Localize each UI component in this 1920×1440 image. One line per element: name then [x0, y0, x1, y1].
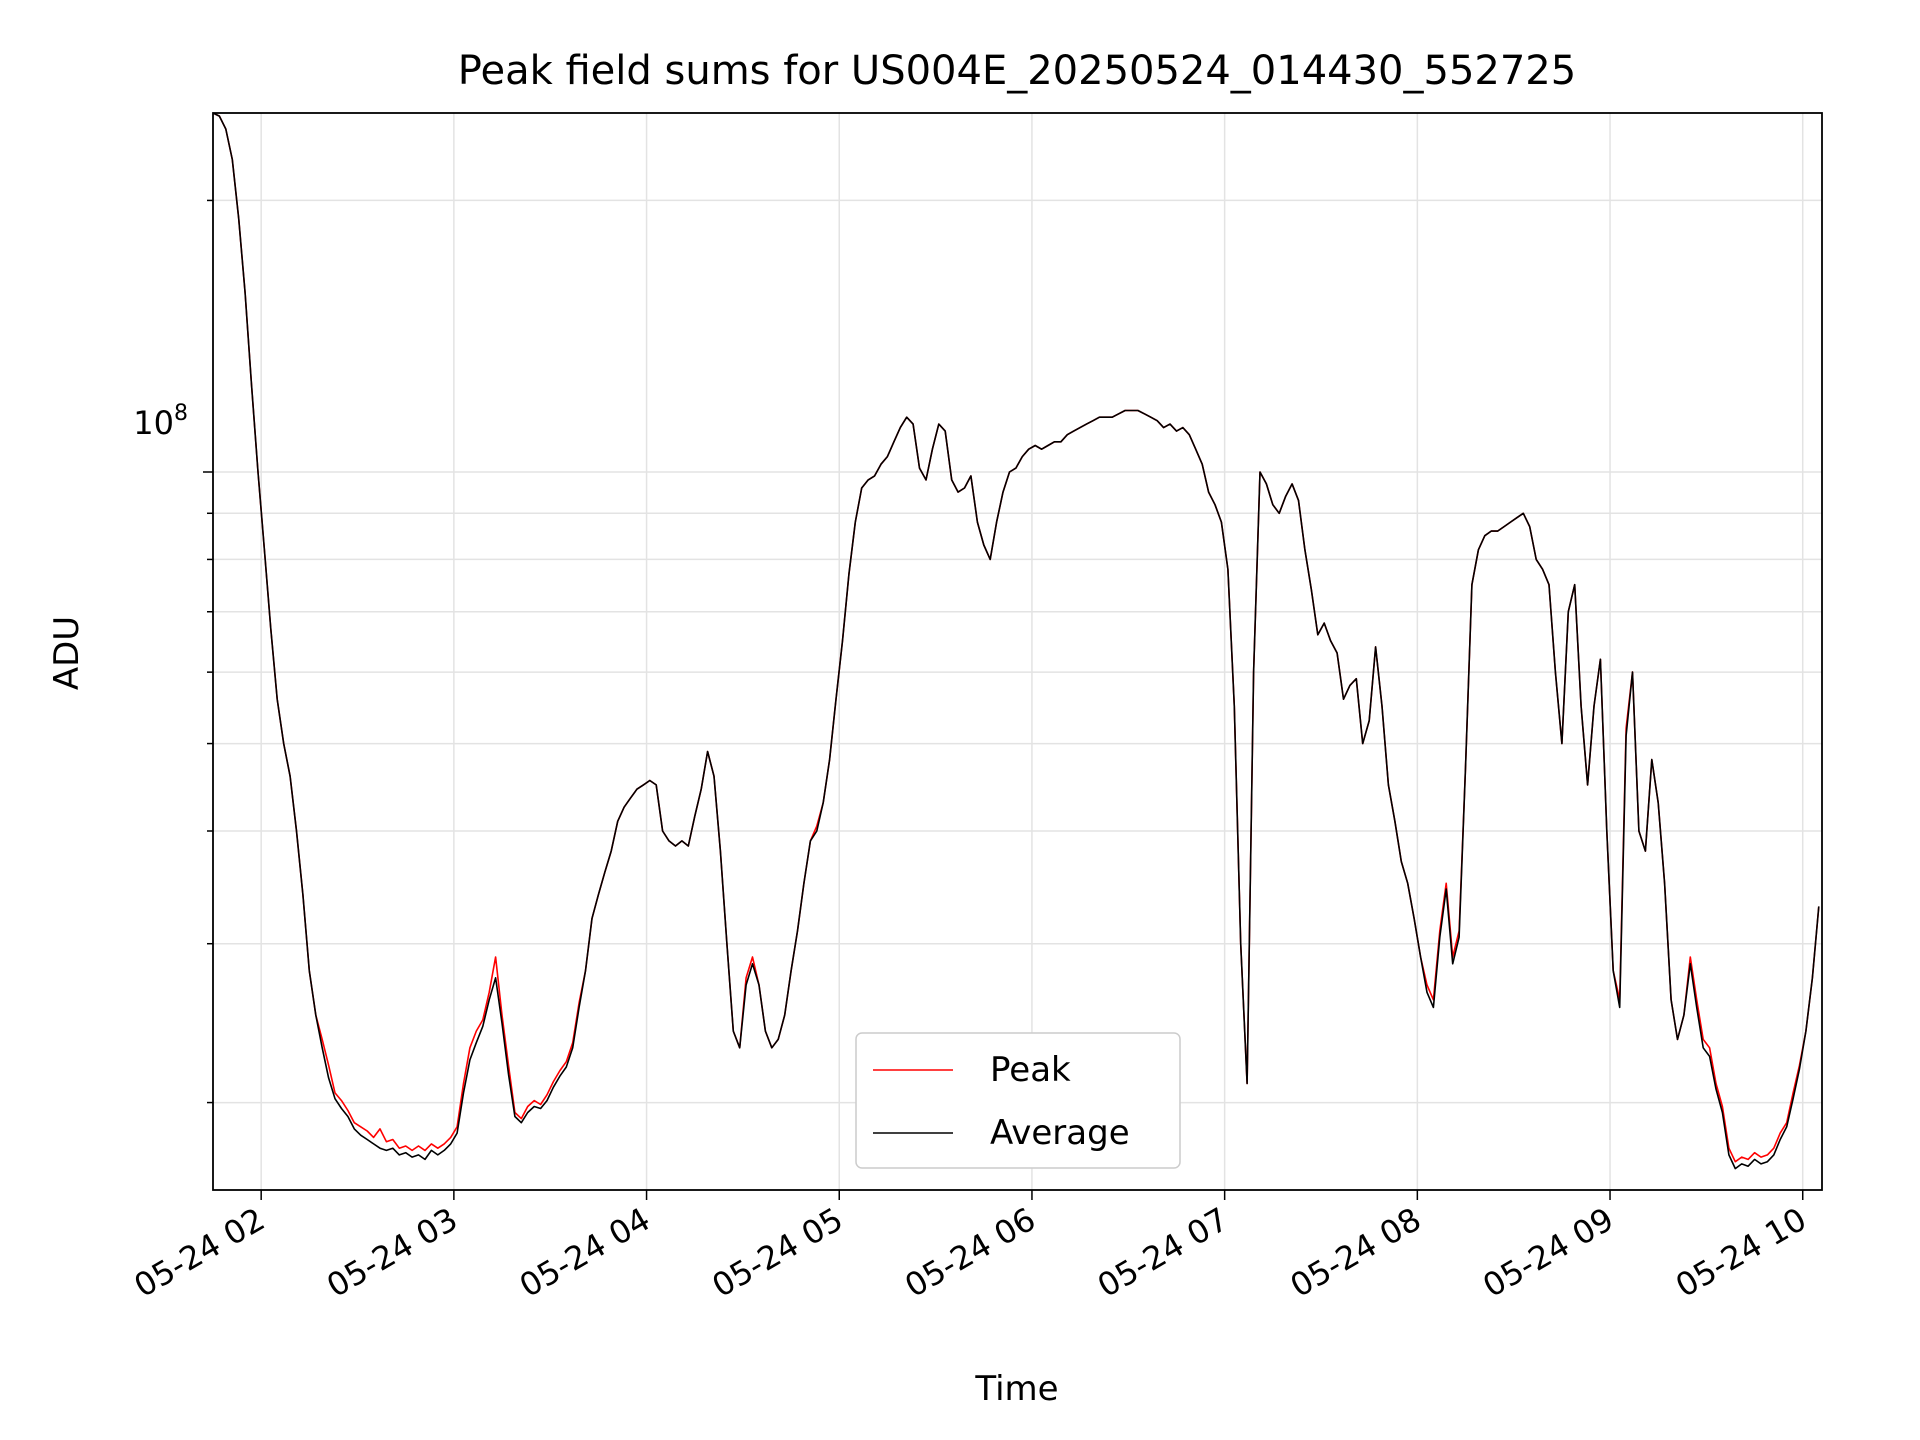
legend-label-average: Average	[990, 1113, 1130, 1153]
x-tick-label: 05-24 06	[898, 1200, 1042, 1305]
plot-lines	[212, 112, 1820, 1170]
chart-title: Peak field sums for US004E_20250524_0144…	[458, 48, 1576, 94]
x-tick-label: 05-24 08	[1284, 1200, 1428, 1305]
y-tick-label-1e8: 108	[133, 401, 188, 442]
grid-lines	[213, 113, 1822, 1190]
x-tick-label: 05-24 04	[513, 1200, 657, 1305]
y-axis-label: ADU	[47, 616, 87, 690]
series-line-average	[212, 112, 1820, 1170]
legend-box	[855, 1032, 1181, 1169]
x-tick-label: 05-24 05	[706, 1200, 850, 1305]
legend-label-peak: Peak	[990, 1050, 1071, 1090]
x-axis-label: Time	[974, 1369, 1058, 1409]
x-tick-label: 05-24 10	[1669, 1200, 1813, 1305]
x-tick-label: 05-24 02	[128, 1200, 272, 1305]
x-tick-label: 05-24 03	[320, 1200, 464, 1305]
x-tick-label: 05-24 07	[1091, 1200, 1235, 1305]
x-tick-label: 05-24 09	[1476, 1200, 1620, 1305]
legend: Peak Average	[855, 1032, 1181, 1169]
plot-frame	[212, 112, 1823, 1191]
